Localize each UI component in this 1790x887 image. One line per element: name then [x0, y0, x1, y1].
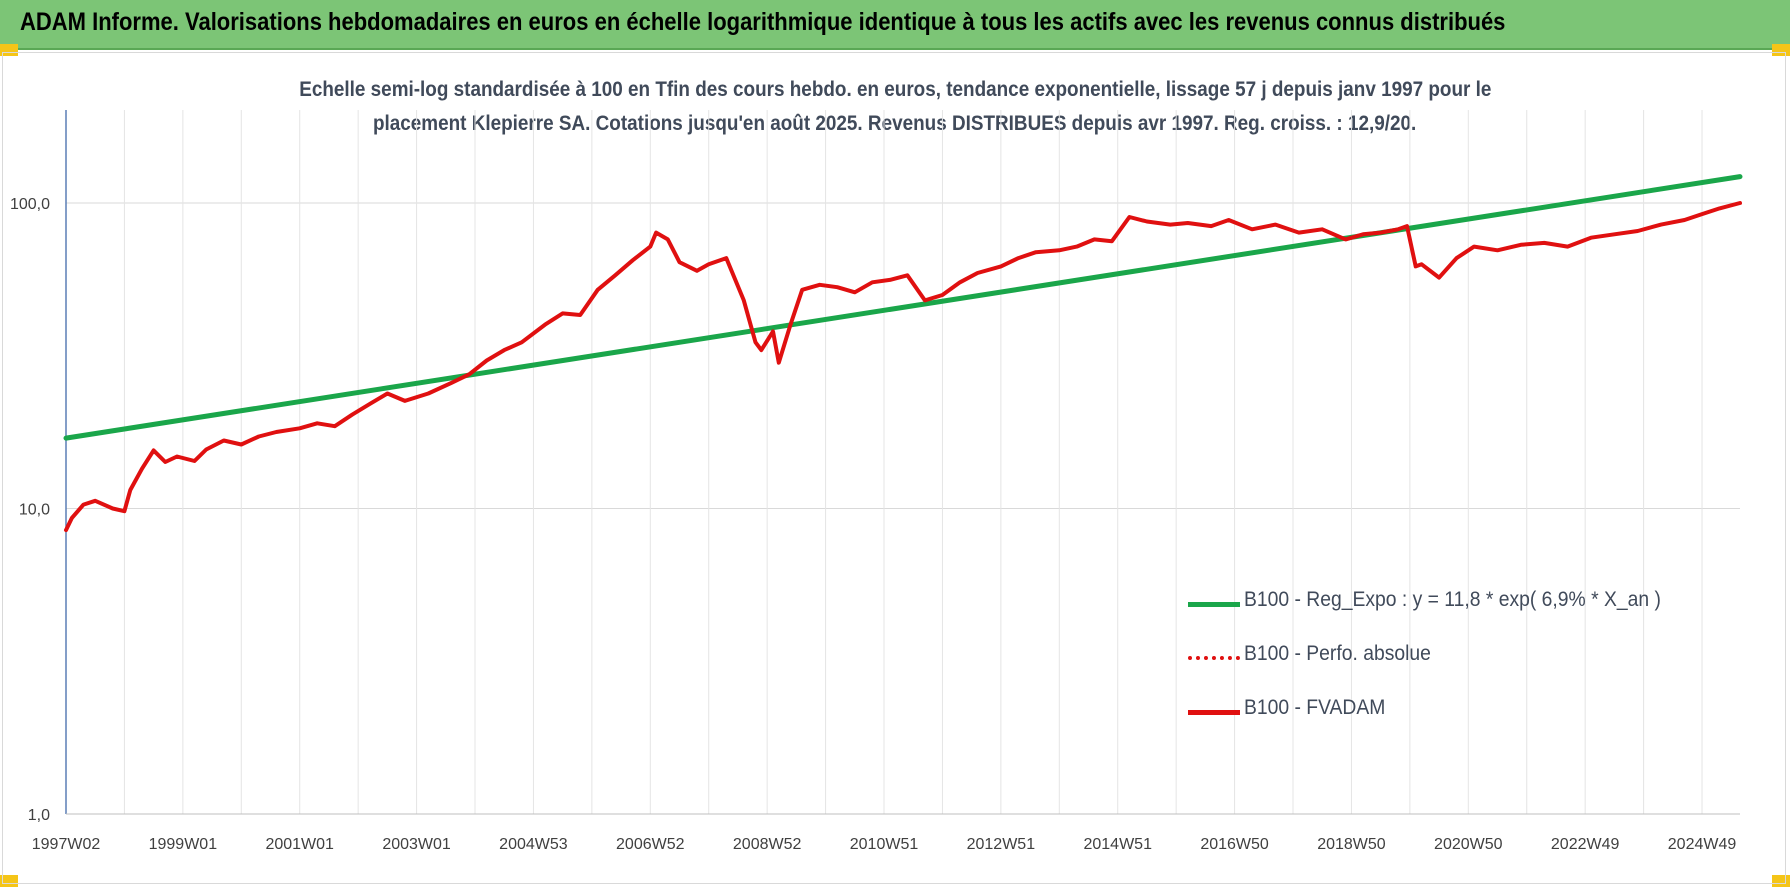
corner-marker-bottom-left	[0, 875, 18, 887]
legend-label-perfo-absolue: B100 - Perfo. absolue	[1244, 642, 1431, 665]
x-tick-label: 2016W50	[1200, 836, 1269, 853]
x-tick-label: 2018W50	[1317, 836, 1386, 853]
tick-label-layer: 1,0 10,0 100,0 1997W02 1999W01 2001W01 2003W01…	[10, 196, 1736, 853]
series-line-fvadam	[64, 201, 1742, 533]
y-tick-label: 1,0	[28, 807, 50, 824]
x-tick-label: 2022W49	[1551, 836, 1620, 853]
y-tick-label: 10,0	[19, 502, 50, 519]
x-tick-label: 2003W01	[382, 836, 451, 853]
corner-marker-top-left	[0, 44, 18, 56]
x-tick-label: 2024W49	[1668, 836, 1737, 853]
x-tick-label: 2004W53	[499, 836, 568, 853]
x-tick-label: 2001W01	[265, 836, 334, 853]
legend-swatch-perfo-absolue	[1188, 656, 1240, 660]
x-tick-label: 1999W01	[149, 836, 218, 853]
legend-swatch-fvadam	[1188, 710, 1240, 715]
series-line-regression	[63, 174, 1743, 441]
grid-layer	[65, 110, 1740, 815]
title-bar: ADAM Informe. Valorisations hebdomadaire…	[0, 0, 1790, 50]
series-layer	[63, 174, 1743, 533]
x-tick-label: 2012W51	[967, 836, 1036, 853]
page-title: ADAM Informe. Valorisations hebdomadaire…	[20, 8, 1506, 36]
x-tick-label: 2010W51	[850, 836, 919, 853]
x-tick-label: 2020W50	[1434, 836, 1503, 853]
x-tick-label: 2014W51	[1083, 836, 1152, 853]
y-tick-label: 100,0	[10, 196, 50, 213]
x-tick-label: 1997W02	[32, 836, 101, 853]
x-tick-label: 2008W52	[733, 836, 802, 853]
legend-label-fvadam: B100 - FVADAM	[1244, 696, 1386, 719]
x-tick-label: 2006W52	[616, 836, 685, 853]
chart-subtitle-line-1: Echelle semi-log standardisée à 100 en T…	[298, 78, 1492, 101]
legend-swatch-regression	[1188, 602, 1240, 607]
axis-layer	[65, 110, 1740, 815]
chart-area-border	[2, 52, 1786, 884]
chart-subtitle-line-2: placement Klepierre SA. Cotations jusqu'…	[373, 112, 1417, 135]
legend-label-regression: B100 - Reg_Expo : y = 11,8 * exp( 6,9% *…	[1244, 588, 1661, 611]
